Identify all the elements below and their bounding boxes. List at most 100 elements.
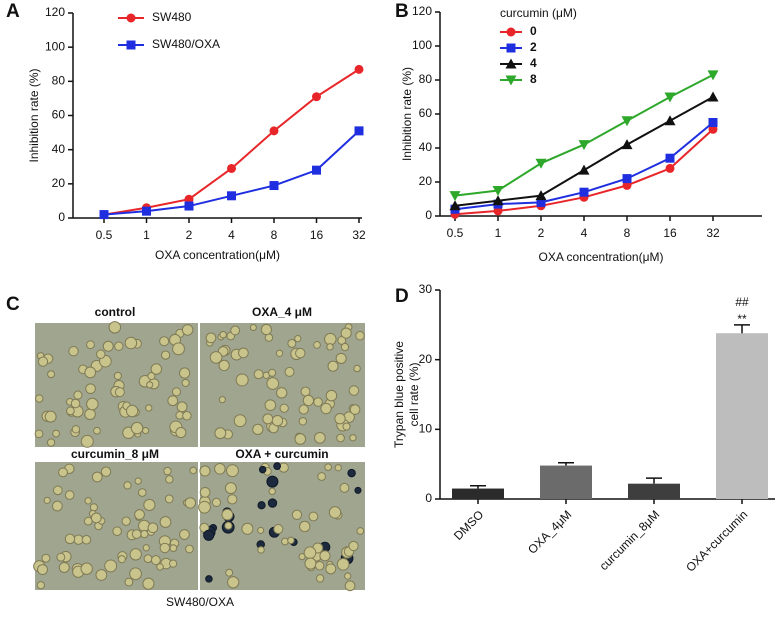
cell bbox=[181, 324, 194, 336]
x-tick-label: 2 bbox=[538, 226, 545, 240]
cell bbox=[199, 487, 211, 498]
x-tick-label: 4 bbox=[228, 228, 235, 242]
cell bbox=[35, 394, 44, 403]
cell bbox=[211, 497, 222, 508]
marker bbox=[708, 118, 718, 127]
cell bbox=[325, 389, 338, 402]
y-tick-label: 20 bbox=[419, 174, 433, 188]
cell bbox=[52, 429, 60, 438]
marker bbox=[492, 195, 504, 206]
cell bbox=[64, 533, 76, 545]
marker bbox=[579, 187, 589, 197]
cell bbox=[73, 390, 83, 400]
cell bbox=[156, 563, 164, 571]
cell bbox=[124, 336, 138, 350]
cell bbox=[146, 381, 154, 389]
y-axis-label: Inhibition rate (%) bbox=[400, 67, 414, 161]
cell bbox=[291, 509, 303, 520]
cell bbox=[142, 544, 150, 552]
panel-label: A bbox=[6, 1, 20, 22]
panel-label: D bbox=[395, 286, 409, 307]
y-tick-label: 10 bbox=[419, 422, 433, 436]
cell bbox=[43, 496, 51, 504]
marker bbox=[269, 181, 279, 191]
y-tick-label: 120 bbox=[45, 5, 65, 19]
cell bbox=[295, 347, 306, 359]
cell bbox=[172, 342, 185, 356]
cell bbox=[287, 338, 297, 348]
cell bbox=[159, 336, 170, 347]
cell bbox=[258, 465, 267, 474]
x-tick-label: 0.5 bbox=[96, 228, 113, 242]
cell bbox=[300, 386, 311, 397]
cell bbox=[281, 537, 289, 546]
cell bbox=[145, 404, 153, 412]
cell bbox=[327, 360, 339, 372]
cell bbox=[336, 433, 345, 443]
cell bbox=[313, 397, 323, 407]
cell bbox=[44, 410, 57, 423]
y-tick-label: 120 bbox=[412, 4, 432, 18]
cell bbox=[71, 425, 81, 434]
cell bbox=[129, 567, 142, 581]
cell bbox=[142, 426, 150, 435]
cell bbox=[36, 581, 45, 590]
cell bbox=[171, 387, 182, 397]
cell bbox=[317, 472, 327, 481]
cell bbox=[46, 438, 56, 447]
x-tick-label: 1 bbox=[495, 226, 502, 240]
figure-caption: SW480/OXA bbox=[166, 595, 234, 609]
legend-title: curcumin (μM) bbox=[500, 6, 577, 20]
cell bbox=[253, 369, 264, 380]
cell bbox=[335, 352, 347, 364]
panel-caption: control bbox=[95, 305, 136, 319]
cell bbox=[326, 343, 334, 351]
y-tick-label: 20 bbox=[52, 176, 66, 190]
error-bar bbox=[470, 485, 486, 489]
x-tick-label: 8 bbox=[271, 228, 278, 242]
cell bbox=[225, 568, 234, 577]
cell bbox=[169, 559, 178, 568]
cell bbox=[159, 516, 172, 528]
cell bbox=[266, 475, 279, 488]
cell bbox=[324, 332, 337, 346]
cell bbox=[303, 546, 317, 560]
marker bbox=[492, 186, 504, 196]
cell bbox=[334, 413, 346, 425]
cell bbox=[349, 404, 361, 415]
legend-label: 0 bbox=[530, 24, 537, 38]
error-bar bbox=[734, 324, 750, 334]
cell bbox=[58, 561, 70, 573]
cell bbox=[336, 557, 350, 571]
cell bbox=[129, 548, 142, 561]
significance: ## bbox=[735, 295, 749, 309]
cell bbox=[227, 494, 238, 505]
cell bbox=[328, 506, 342, 519]
cell bbox=[182, 410, 192, 421]
cell bbox=[235, 373, 249, 387]
marker bbox=[126, 40, 136, 50]
cell bbox=[137, 488, 147, 497]
marker bbox=[227, 163, 236, 173]
x-tick-label: 32 bbox=[706, 226, 720, 240]
marker bbox=[708, 124, 718, 134]
cell bbox=[314, 561, 325, 571]
cell bbox=[209, 351, 223, 364]
micrograph bbox=[198, 462, 365, 592]
cell bbox=[257, 526, 265, 534]
cell bbox=[80, 434, 94, 448]
cell bbox=[147, 371, 156, 381]
cell bbox=[64, 490, 75, 500]
cell bbox=[189, 466, 198, 475]
cell bbox=[340, 327, 352, 339]
cell bbox=[268, 487, 276, 496]
marker bbox=[354, 64, 364, 74]
x-tick-label: 1 bbox=[143, 228, 150, 242]
y-tick-label: 100 bbox=[45, 39, 65, 53]
cell bbox=[348, 385, 360, 396]
y-axis-label: Inhibition rate (%) bbox=[27, 68, 41, 162]
cell bbox=[163, 466, 172, 476]
marker bbox=[449, 191, 461, 202]
cell bbox=[81, 534, 92, 545]
